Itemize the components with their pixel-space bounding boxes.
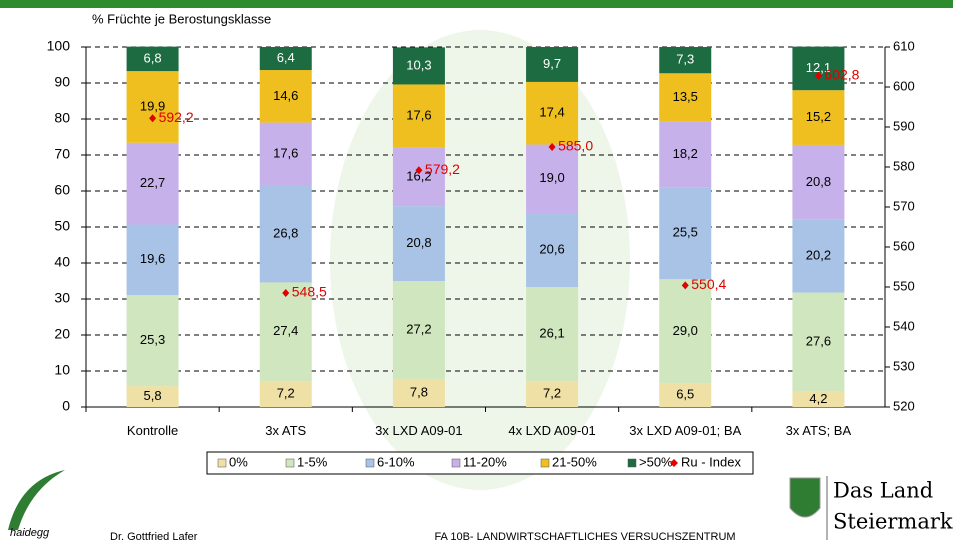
legend-marker [366, 459, 374, 467]
legend-label: >50% [639, 454, 673, 469]
value-label: 6,5 [676, 387, 694, 402]
x-tick-label: 4x LXD A09-01 [492, 424, 612, 437]
legend-marker [286, 459, 294, 467]
ru-index-label: 550,4 [691, 276, 726, 292]
value-label: 7,8 [410, 384, 428, 399]
y-tick-label: 20 [54, 326, 70, 342]
value-label: 7,2 [277, 385, 295, 400]
legend-label: 1-5% [297, 454, 328, 469]
ru-index-label: 585,0 [558, 138, 593, 154]
legend-label: 0% [229, 454, 248, 469]
value-label: 5,8 [144, 388, 162, 403]
legend-marker [452, 459, 460, 467]
value-label: 25,5 [673, 225, 698, 240]
value-label: 7,3 [676, 52, 694, 67]
chart: % Früchte je Berostungsklasse haidegg Dr… [0, 0, 953, 547]
ru-index-label: 548,5 [292, 284, 327, 300]
value-label: 4,2 [809, 391, 827, 406]
y-tick-label: 30 [54, 290, 70, 306]
value-label: 29,0 [673, 323, 698, 338]
y-tick-label: 40 [54, 254, 70, 270]
y2-tick-label: 610 [893, 38, 915, 53]
value-label: 19,0 [539, 170, 564, 185]
value-label: 22,7 [140, 175, 165, 190]
brand-line1: Das Land [833, 479, 933, 503]
value-label: 25,3 [140, 332, 165, 347]
legend-marker [218, 459, 226, 467]
value-label: 6,4 [277, 50, 295, 65]
y-tick-label: 80 [54, 110, 70, 126]
legend-label: 21-50% [552, 454, 597, 469]
x-tick-label: 3x LXD A09-01 [359, 424, 479, 437]
value-label: 27,4 [273, 323, 298, 338]
legend-marker [541, 459, 549, 467]
value-label: 27,2 [406, 321, 431, 336]
x-tick-label: Kontrolle [93, 424, 213, 437]
y-tick-label: 70 [54, 146, 70, 162]
y2-tick-label: 560 [893, 238, 915, 253]
x-tick-label: 3x ATS; BA [758, 424, 878, 437]
y-tick-label: 100 [47, 38, 71, 54]
y-tick-label: 90 [54, 74, 70, 90]
brand-line2: Steiermark [833, 510, 953, 534]
state-logo: Das Land Steiermark [790, 476, 953, 540]
value-label: 13,5 [673, 89, 698, 104]
value-label: 17,6 [273, 146, 298, 161]
value-label: 15,2 [806, 109, 831, 124]
y2-tick-label: 590 [893, 118, 915, 133]
value-label: 26,1 [539, 326, 564, 341]
value-label: 20,8 [406, 235, 431, 250]
value-label: 6,8 [144, 50, 162, 65]
value-label: 19,6 [140, 251, 165, 266]
y-tick-label: 10 [54, 362, 70, 378]
logo-text: haidegg [10, 527, 50, 539]
y2-tick-label: 540 [893, 318, 915, 333]
value-label: 17,4 [539, 105, 564, 120]
value-label: 20,6 [539, 241, 564, 256]
y-tick-label: 60 [54, 182, 70, 198]
ru-index-label: 579,2 [425, 161, 460, 177]
top-bar [0, 0, 953, 8]
y2-tick-label: 580 [893, 158, 915, 173]
value-label: 14,6 [273, 88, 298, 103]
value-label: 20,8 [806, 174, 831, 189]
legend-label: Ru - Index [681, 454, 741, 469]
y2-tick-label: 600 [893, 78, 915, 93]
background-leaf [330, 30, 630, 490]
value-label: 9,7 [543, 56, 561, 71]
legend-marker [628, 459, 636, 467]
y2-tick-label: 530 [893, 358, 915, 373]
legend-label: 6-10% [377, 454, 415, 469]
value-label: 10,3 [406, 57, 431, 72]
value-label: 20,2 [806, 248, 831, 263]
y2-tick-label: 520 [893, 398, 915, 413]
value-label: 26,8 [273, 226, 298, 241]
author: Dr. Gottfried Lafer [110, 531, 198, 543]
haidegg-logo: haidegg [8, 470, 65, 539]
chart-title: % Früchte je Berostungsklasse [92, 11, 271, 26]
slide: % Früchte je Berostungsklasse haidegg Dr… [0, 0, 953, 547]
x-tick-label: 3x ATS [226, 424, 346, 437]
value-label: 27,6 [806, 334, 831, 349]
y-tick-label: 50 [54, 218, 70, 234]
value-label: 18,2 [673, 146, 698, 161]
ru-index-label: 602,8 [824, 67, 859, 83]
value-label: 17,6 [406, 108, 431, 123]
institute: FA 10B- LANDWIRTSCHAFTLICHES VERSUCHSZEN… [434, 531, 735, 543]
y-tick-label: 0 [62, 398, 70, 414]
y2-tick-label: 570 [893, 198, 915, 213]
legend-label: 11-20% [463, 454, 507, 469]
ru-index-label: 592,2 [159, 109, 194, 125]
x-tick-label: 3x LXD A09-01; BA [625, 424, 745, 437]
y2-tick-label: 550 [893, 278, 915, 293]
value-label: 7,2 [543, 385, 561, 400]
